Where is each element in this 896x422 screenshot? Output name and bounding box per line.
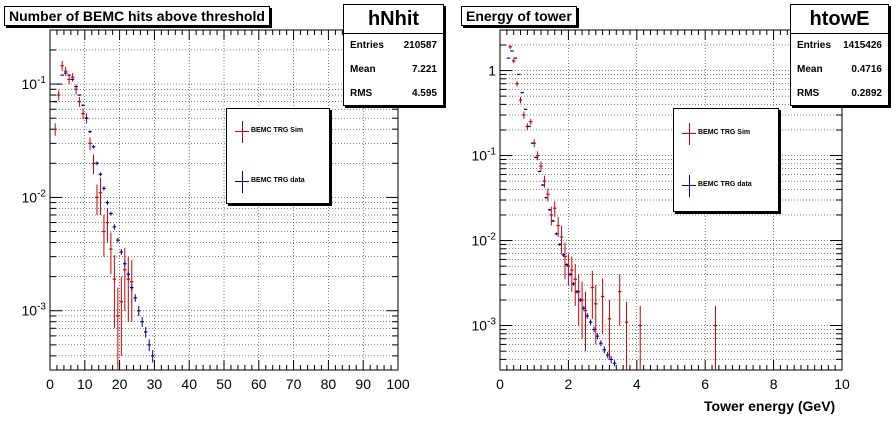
left-x-tick-label: 90 — [355, 376, 371, 392]
right-x-tick-label: 2 — [565, 376, 573, 392]
right-stats-name: htowE — [791, 5, 888, 34]
left-x-tick-label: 80 — [321, 376, 337, 392]
left-plot-frame — [49, 29, 399, 371]
left-x-tick-label: 40 — [181, 376, 197, 392]
right-stats-mean: Mean 0.4716 — [797, 64, 882, 75]
left-x-tick-label: 0 — [46, 376, 54, 392]
sim-marker-icon — [682, 123, 696, 145]
left-stats-name: hNhit — [344, 5, 443, 34]
left-y-tick-label: 10-3 — [22, 302, 47, 319]
right-y-tick-label: 10-3 — [472, 317, 497, 334]
right-y-tick-label: 1 — [488, 63, 496, 79]
right-x-tick-label: 0 — [496, 376, 504, 392]
right-chart-title: Energy of tower — [461, 6, 577, 26]
left-legend-sim: BEMC TRG Sim — [227, 117, 329, 147]
data-marker-icon — [235, 171, 249, 193]
right-y-tick-label: 10-1 — [472, 147, 497, 164]
left-x-tick-label: 30 — [147, 376, 163, 392]
left-stats-mean: Mean 7.221 — [350, 64, 437, 75]
left-stats-box: hNhit Entries 210587 Mean 7.221 RMS 4.595 — [343, 4, 444, 106]
right-x-tick-label: 4 — [633, 376, 641, 392]
left-x-tick-label: 10 — [77, 376, 93, 392]
data-marker-icon — [682, 175, 696, 197]
left-stats-rms: RMS 4.595 — [350, 88, 437, 99]
right-legend-sim: BEMC TRG Sim — [674, 119, 778, 149]
right-plot-frame — [499, 29, 843, 371]
right-legend-data: BEMC TRG data — [674, 171, 778, 201]
left-chart-title: Number of BEMC hits above threshold — [4, 6, 270, 26]
left-x-tick-label: 20 — [112, 376, 128, 392]
left-y-tick-label: 10-2 — [22, 188, 47, 205]
right-stats-rms: RMS 0.2892 — [797, 88, 882, 99]
left-y-tick-label: 10-1 — [22, 75, 47, 92]
left-stats-entries: Entries 210587 — [350, 40, 437, 51]
right-y-tick-label: 10-2 — [472, 232, 497, 249]
sim-marker-icon — [235, 121, 249, 143]
right-stats-entries: Entries 1415426 — [797, 40, 882, 51]
left-x-tick-label: 50 — [216, 376, 232, 392]
right-stats-box: htowE Entries 1415426 Mean 0.4716 RMS 0.289… — [790, 4, 889, 106]
left-legend: BEMC TRG Sim BEMC TRG data — [226, 108, 330, 204]
right-x-tick-label: 10 — [834, 376, 850, 392]
left-x-tick-label: 60 — [251, 376, 267, 392]
right-x-tick-label: 6 — [701, 376, 709, 392]
left-x-tick-label: 100 — [386, 376, 410, 392]
right-x-tick-label: 8 — [770, 376, 778, 392]
right-legend: BEMC TRG Sim BEMC TRG data — [673, 108, 779, 212]
left-x-tick-label: 70 — [286, 376, 302, 392]
right-x-axis-title: Tower energy (GeV) — [704, 398, 836, 414]
left-legend-data: BEMC TRG data — [227, 167, 329, 197]
